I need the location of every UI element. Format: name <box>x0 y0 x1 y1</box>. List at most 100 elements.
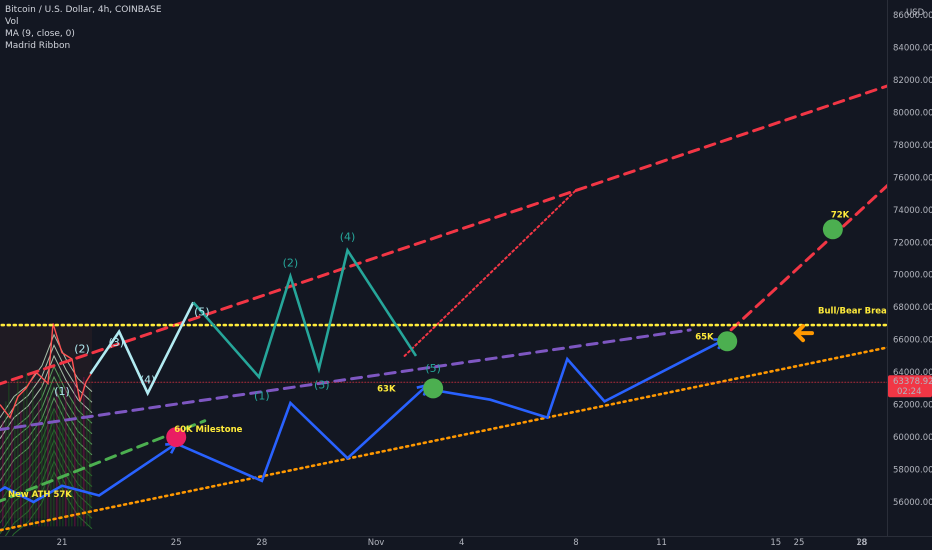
ribbon-line <box>0 449 93 534</box>
wave-label: (2) <box>74 343 90 356</box>
marker-label: 72K <box>831 210 850 220</box>
trendline-middle-channel <box>0 328 692 432</box>
volume-bar <box>29 406 31 527</box>
volume-bar <box>17 377 19 527</box>
currency-label: USD <box>906 8 925 18</box>
volume-bar <box>56 391 58 527</box>
price-tick-label: 68000.00 <box>893 303 932 313</box>
price-tick-label: 66000.00 <box>893 336 932 346</box>
volume-bar <box>5 401 7 527</box>
time-tick-label: 28 <box>857 538 868 548</box>
price-tick-label: 62000.00 <box>893 401 932 411</box>
wave-label: (2) <box>283 257 299 270</box>
price-badge-value: 63378.92 <box>893 377 932 387</box>
ribbon-line <box>0 333 93 418</box>
volume-bar <box>11 415 13 527</box>
marker-label: 60K Milestone <box>174 425 242 435</box>
price-tick-label: 72000.00 <box>893 238 932 248</box>
legend-vol[interactable]: Vol <box>5 17 19 27</box>
marker-label: 65K <box>695 332 714 342</box>
time-tick-label: 4 <box>459 538 464 548</box>
volume-bar <box>2 420 4 527</box>
ribbon-line <box>0 407 93 492</box>
volume-bar <box>20 411 22 527</box>
volume-bar <box>44 415 46 527</box>
marker-60k-milestone <box>166 427 187 448</box>
time-tick-label: 25 <box>794 538 805 548</box>
price-tick-label: 78000.00 <box>893 141 932 151</box>
time-tick-label: 18 <box>856 538 867 548</box>
ribbon-line <box>0 386 93 471</box>
price-tick-label: 76000.00 <box>893 173 932 183</box>
volume-bar <box>62 406 64 527</box>
wave-label: (1) <box>254 390 270 403</box>
marker-63k <box>423 378 444 399</box>
legend-symbol[interactable]: Bitcoin / U.S. Dollar, 4h, COINBASE <box>5 5 162 15</box>
volume-bar <box>23 391 25 527</box>
ribbon-line <box>11 470 93 536</box>
ribbon-line <box>0 344 93 429</box>
chart-legend: Bitcoin / U.S. Dollar, 4h, COINBASE Vol … <box>5 4 162 52</box>
volume-bar <box>83 377 85 527</box>
marker-label: 63K <box>377 384 396 394</box>
trendline-dotted-target <box>403 189 577 357</box>
volume-bar <box>65 386 67 527</box>
volume-bar <box>14 396 16 527</box>
wave-label: (1) <box>54 385 70 398</box>
volume-bar <box>53 411 55 527</box>
ribbon-line <box>0 439 93 524</box>
wave-label: (5) <box>425 362 441 375</box>
price-tick-label: 80000.00 <box>893 108 932 118</box>
ribbon-line <box>4 460 93 536</box>
volume-bar <box>47 396 49 527</box>
volume-bar <box>74 381 76 527</box>
volume-bar <box>32 386 34 527</box>
annotation-bull-bear: Bull/Bear Breakpoint <box>818 307 917 317</box>
volume-bar <box>80 396 82 527</box>
time-tick-label: 15 <box>770 538 781 548</box>
trendline-rally-projection <box>717 183 887 343</box>
time-tick-label: 21 <box>57 538 68 548</box>
time-tick-label: 11 <box>656 538 667 548</box>
volume-bar <box>71 401 73 527</box>
marker-65k <box>717 331 738 352</box>
ribbon-line <box>0 396 93 482</box>
marker-72k <box>822 219 843 240</box>
ribbon-line <box>0 354 93 439</box>
volume-bar <box>35 420 37 527</box>
series-elliott-wave-completed <box>89 301 195 397</box>
time-tick-label: Nov <box>368 538 385 548</box>
volume-bar <box>50 377 52 527</box>
wave-label: (4) <box>340 231 356 244</box>
price-tick-label: 64000.00 <box>893 368 932 378</box>
price-tick-label: 74000.00 <box>893 206 932 216</box>
time-tick-label: 8 <box>573 538 578 548</box>
wave-label: (3) <box>108 336 124 349</box>
series-blue-path <box>0 338 725 504</box>
trendline-lower-support <box>0 346 887 532</box>
annotation-new-ath: New ATH 57K <box>8 490 72 500</box>
trendline-upper-channel <box>0 84 887 386</box>
volume-bar <box>89 391 91 527</box>
legend-ribbon[interactable]: Madrid Ribbon <box>5 41 71 51</box>
time-tick-label: 25 <box>171 538 182 548</box>
price-tick-label: 60000.00 <box>893 433 932 443</box>
orange-arrow-icon <box>793 324 814 343</box>
volume-bar <box>8 381 10 527</box>
legend-ma[interactable]: MA (9, close, 0) <box>5 29 75 39</box>
price-tick-label: 58000.00 <box>893 466 932 476</box>
price-badge-countdown: 02:24 <box>897 387 922 397</box>
price-tick-label: 86000.00 <box>893 11 932 21</box>
trendline-green-support <box>0 419 207 503</box>
volume-bar <box>86 411 88 527</box>
price-tick-label: 82000.00 <box>893 76 932 86</box>
price-tick-label: 84000.00 <box>893 43 932 53</box>
red-segment <box>690 541 776 550</box>
price-tick-label: 56000.00 <box>893 498 932 508</box>
wave-label: (3) <box>314 378 330 391</box>
ma-line <box>0 323 93 420</box>
time-tick-label: 28 <box>256 538 267 548</box>
